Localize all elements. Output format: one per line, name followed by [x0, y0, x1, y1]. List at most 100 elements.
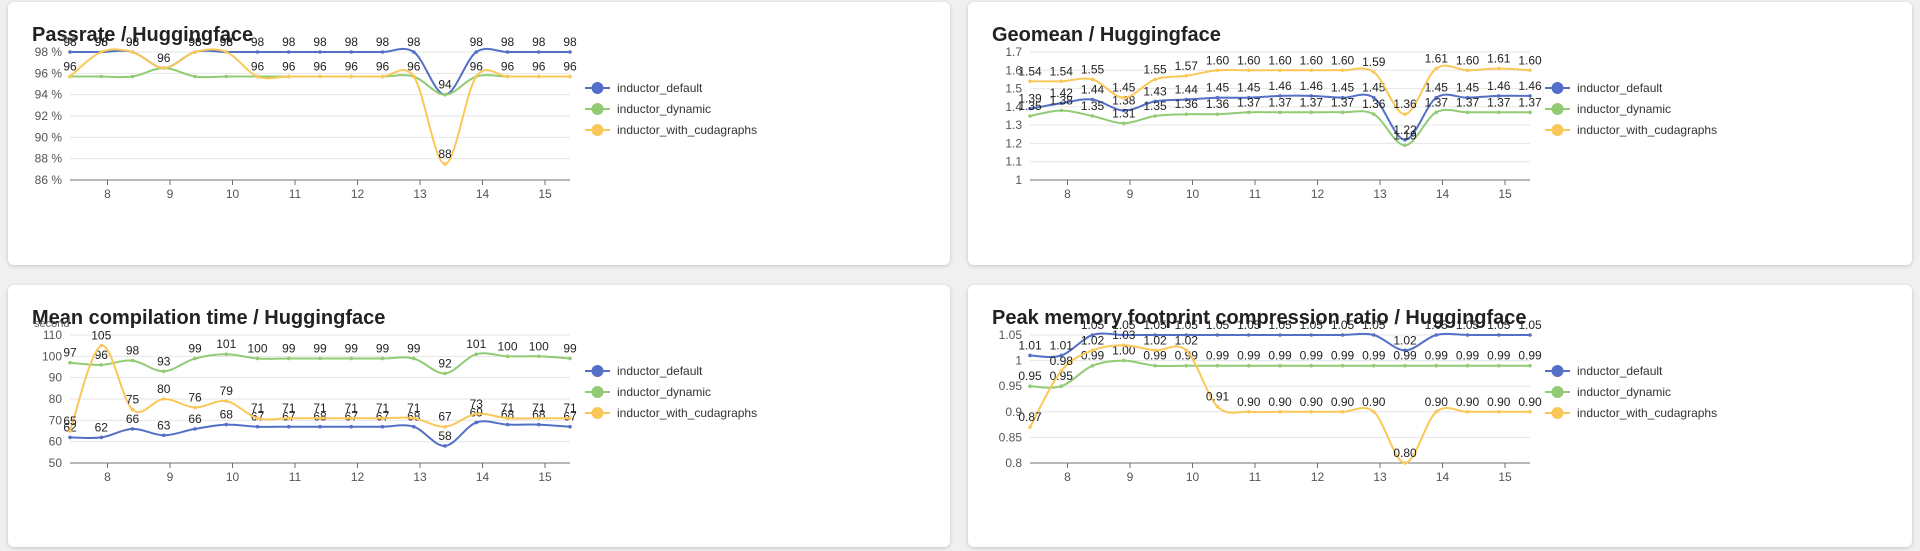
data-point[interactable] [193, 74, 197, 79]
data-point[interactable] [130, 358, 135, 363]
legend-item-label[interactable]: inductor_with_cudagraphs [1577, 406, 1717, 420]
data-point[interactable] [1153, 114, 1157, 118]
data-point[interactable] [1496, 410, 1501, 414]
legend-swatch-icon[interactable] [591, 82, 604, 94]
data-point[interactable] [1465, 68, 1470, 73]
data-point[interactable] [1434, 95, 1439, 100]
data-point[interactable] [1528, 94, 1532, 98]
data-point[interactable] [568, 416, 572, 420]
data-point[interactable] [1340, 95, 1345, 100]
data-point[interactable] [443, 371, 447, 376]
data-point[interactable] [1184, 348, 1189, 353]
data-point[interactable] [224, 352, 229, 356]
data-point[interactable] [1403, 137, 1407, 142]
data-point[interactable] [1215, 363, 1220, 368]
data-point[interactable] [130, 407, 135, 412]
data-point[interactable] [1371, 95, 1376, 100]
data-point[interactable] [99, 343, 104, 348]
data-point[interactable] [1434, 110, 1439, 115]
data-point[interactable] [1090, 348, 1095, 353]
data-point[interactable] [224, 422, 229, 427]
data-point[interactable] [1371, 70, 1376, 74]
legend-swatch-icon[interactable] [591, 365, 604, 377]
data-point[interactable] [443, 444, 447, 448]
data-point[interactable] [1340, 333, 1345, 337]
data-point[interactable] [286, 356, 291, 361]
data-point[interactable] [318, 356, 322, 361]
data-point[interactable] [99, 50, 104, 54]
data-point[interactable] [1121, 95, 1126, 100]
legend-swatch-icon[interactable] [1551, 82, 1564, 94]
data-point[interactable] [99, 435, 104, 440]
data-point[interactable] [1184, 73, 1189, 78]
data-point[interactable] [1059, 353, 1064, 358]
data-point[interactable] [1528, 68, 1532, 73]
data-point[interactable] [1309, 333, 1314, 337]
data-point[interactable] [1121, 358, 1126, 363]
data-point[interactable] [349, 424, 354, 429]
data-point[interactable] [568, 74, 572, 79]
data-point[interactable] [505, 74, 510, 79]
data-point[interactable] [1465, 363, 1470, 368]
data-point[interactable] [474, 50, 479, 54]
data-point[interactable] [1278, 333, 1282, 337]
data-point[interactable] [380, 356, 385, 361]
legend-item-label[interactable]: inductor_dynamic [617, 385, 711, 399]
legend-item-label[interactable]: inductor_dynamic [1577, 385, 1671, 399]
data-point[interactable] [1153, 363, 1157, 368]
data-point[interactable] [536, 422, 541, 427]
data-point[interactable] [1371, 410, 1376, 414]
data-point[interactable] [536, 354, 541, 359]
data-point[interactable] [1059, 369, 1064, 373]
data-point[interactable] [224, 399, 229, 403]
data-point[interactable] [130, 427, 135, 431]
data-point[interactable] [224, 74, 229, 79]
data-point[interactable] [1246, 110, 1251, 115]
data-point[interactable] [1278, 410, 1282, 414]
data-point[interactable] [1403, 461, 1407, 465]
data-point[interactable] [1309, 94, 1314, 98]
data-point[interactable] [1215, 95, 1220, 100]
data-point[interactable] [1340, 363, 1345, 368]
data-point[interactable] [1059, 79, 1064, 84]
data-point[interactable] [536, 50, 541, 54]
data-point[interactable] [1153, 99, 1157, 104]
data-point[interactable] [1246, 68, 1251, 73]
data-point[interactable] [474, 420, 479, 425]
data-point[interactable] [255, 416, 260, 420]
legend-item-label[interactable]: inductor_dynamic [617, 102, 711, 116]
data-point[interactable] [1121, 333, 1126, 337]
data-point[interactable] [1028, 79, 1032, 84]
data-point[interactable] [68, 360, 72, 365]
legend-item-label[interactable]: inductor_with_cudagraphs [617, 123, 757, 137]
legend-swatch-icon[interactable] [1551, 124, 1564, 136]
data-point[interactable] [1090, 114, 1095, 118]
data-point[interactable] [1496, 94, 1501, 98]
data-point[interactable] [286, 50, 291, 54]
data-point[interactable] [1246, 363, 1251, 368]
data-point[interactable] [568, 50, 572, 54]
data-point[interactable] [1184, 112, 1189, 116]
legend-swatch-icon[interactable] [591, 124, 604, 136]
data-point[interactable] [505, 422, 510, 427]
data-point[interactable] [380, 74, 385, 79]
data-point[interactable] [1434, 410, 1439, 414]
data-point[interactable] [443, 162, 447, 166]
data-point[interactable] [318, 424, 322, 429]
data-point[interactable] [68, 429, 72, 433]
data-point[interactable] [130, 74, 135, 79]
data-point[interactable] [1028, 384, 1032, 388]
data-point[interactable] [318, 50, 322, 54]
data-point[interactable] [1496, 66, 1501, 71]
data-point[interactable] [1528, 363, 1532, 368]
legend-item-label[interactable]: inductor_default [617, 364, 703, 378]
data-point[interactable] [1215, 404, 1220, 409]
legend-item-label[interactable]: inductor_default [1577, 81, 1663, 95]
data-point[interactable] [1246, 410, 1251, 414]
data-point[interactable] [1215, 112, 1220, 116]
legend-item-label[interactable]: inductor_default [617, 81, 703, 95]
data-point[interactable] [1090, 363, 1095, 368]
data-point[interactable] [349, 416, 354, 420]
data-point[interactable] [411, 416, 416, 420]
data-point[interactable] [443, 424, 447, 429]
